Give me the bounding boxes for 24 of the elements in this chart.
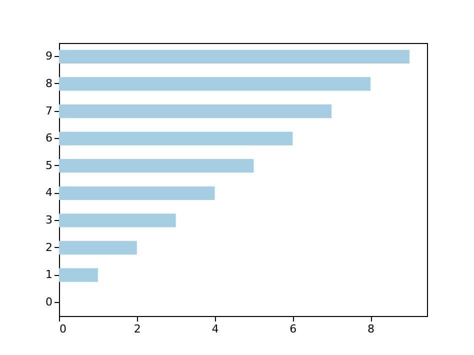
bar bbox=[59, 214, 176, 228]
x-tick-label: 8 bbox=[368, 322, 375, 336]
y-tick-label: 2 bbox=[46, 240, 52, 254]
x-tick-label: 4 bbox=[212, 322, 219, 336]
y-tick-label: 7 bbox=[46, 104, 52, 118]
x-tick-label: 6 bbox=[290, 322, 297, 336]
bar bbox=[59, 132, 293, 146]
y-tick-label: 1 bbox=[46, 268, 52, 282]
y-tick-label: 0 bbox=[46, 295, 52, 308]
y-tick-label: 8 bbox=[46, 76, 52, 90]
y-tick-label: 6 bbox=[46, 132, 52, 145]
y-tick-label: 5 bbox=[46, 158, 52, 172]
bar bbox=[59, 159, 254, 173]
y-tick-label: 4 bbox=[46, 186, 52, 200]
bar bbox=[59, 186, 215, 200]
bar bbox=[59, 240, 137, 255]
x-tick-label: 0 bbox=[60, 322, 66, 336]
bar bbox=[59, 50, 410, 64]
y-tick-label: 3 bbox=[46, 213, 52, 226]
x-tick-label: 2 bbox=[134, 322, 141, 336]
y-tick-label: 9 bbox=[46, 50, 52, 63]
bar bbox=[59, 268, 98, 282]
bar bbox=[59, 77, 371, 91]
bar bbox=[59, 104, 332, 118]
